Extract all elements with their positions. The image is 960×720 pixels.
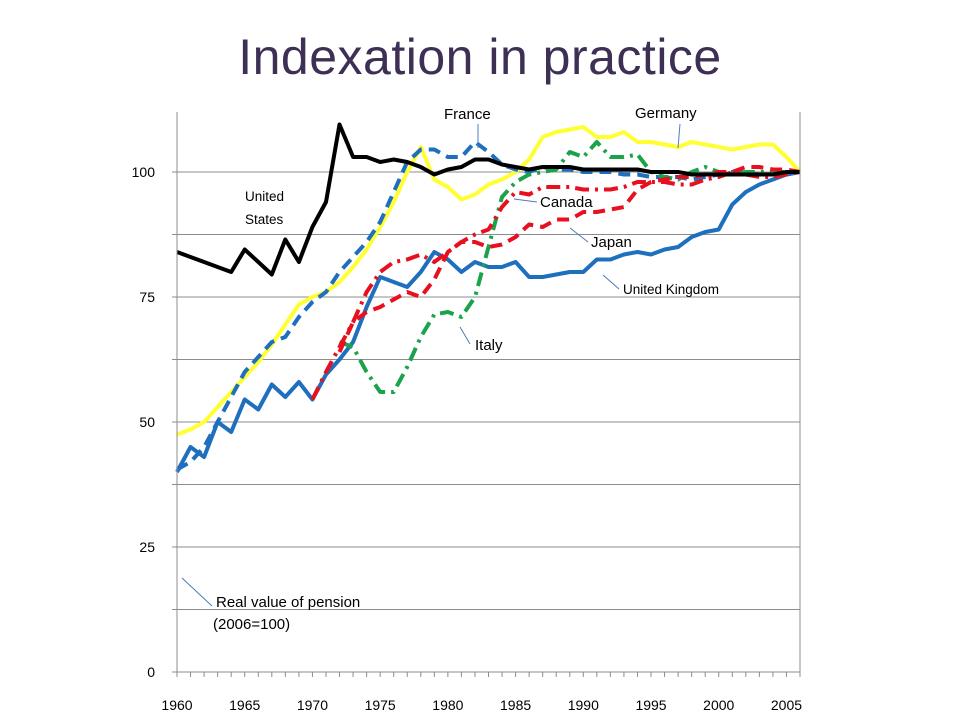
x-tick-label: 1970 xyxy=(297,697,328,713)
y-tick-label: 100 xyxy=(132,164,156,180)
annotation-real-value: Real value of pension xyxy=(216,594,360,611)
axes xyxy=(172,112,801,677)
series-united-kingdom xyxy=(175,170,801,473)
series-canada xyxy=(310,170,801,401)
leader-line xyxy=(459,326,471,345)
annotations: France Germany United States Canada Japa… xyxy=(213,105,719,633)
x-tick-label: 1980 xyxy=(432,697,463,713)
x-tick-label: 1960 xyxy=(161,697,192,713)
slide-title: Indexation in practice xyxy=(238,29,722,85)
leader-line xyxy=(602,274,620,290)
y-tick-label: 25 xyxy=(139,539,155,555)
annotation-canada: Canada xyxy=(540,194,593,211)
x-tick-label: 1975 xyxy=(365,697,396,713)
leader-line xyxy=(677,123,681,149)
tick-labels: 0 25 50 75 100 1960 1965 1970 1975 1980 1985 1990 19… xyxy=(132,164,803,713)
annotation-france: France xyxy=(444,106,491,123)
annotation-united-states-line2: States xyxy=(245,212,284,227)
leader-line xyxy=(569,227,589,243)
series-lines xyxy=(175,122,802,473)
y-tick-label: 0 xyxy=(147,664,155,680)
leader-line xyxy=(181,577,213,607)
x-tick-label: 2000 xyxy=(703,697,734,713)
annotation-italy: Italy xyxy=(475,337,503,354)
annotation-united-states-line1: United xyxy=(245,189,284,204)
x-tick-label: 1985 xyxy=(500,697,531,713)
annotation-united-kingdom: United Kingdom xyxy=(623,282,719,297)
annotation-leader-lines xyxy=(181,123,681,607)
series-united-states xyxy=(176,122,800,277)
leader-line xyxy=(513,198,538,203)
annotation-base-year: (2006=100) xyxy=(213,616,290,633)
series-germany xyxy=(176,125,802,437)
x-tick-label: 1965 xyxy=(229,697,260,713)
series-france xyxy=(176,140,801,472)
annotation-germany: Germany xyxy=(635,105,697,122)
x-tick-label: 1995 xyxy=(635,697,666,713)
x-tick-label: 1990 xyxy=(568,697,599,713)
annotation-japan: Japan xyxy=(591,234,632,251)
y-tick-label: 50 xyxy=(139,414,155,430)
series-japan xyxy=(337,165,801,353)
y-tick-label: 75 xyxy=(139,289,155,305)
series-italy xyxy=(338,140,800,394)
x-tick-label: 2005 xyxy=(771,697,802,713)
